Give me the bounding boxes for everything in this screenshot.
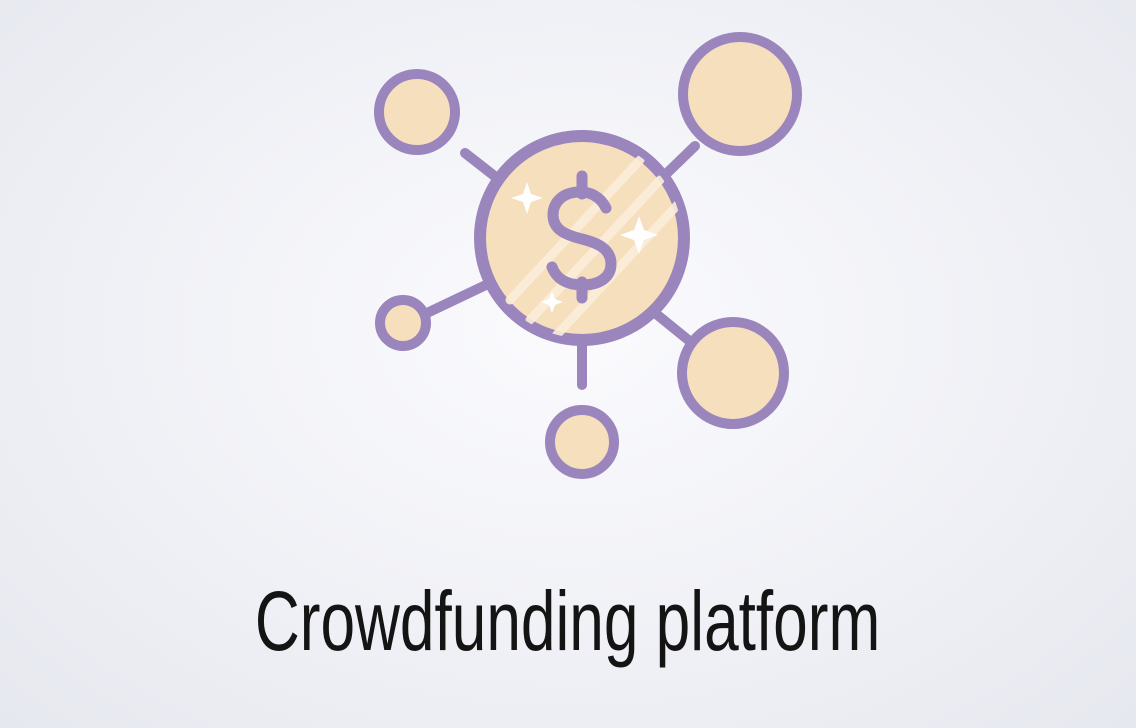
node-circle-top-right bbox=[683, 37, 797, 151]
caption-text: Crowdfunding platform bbox=[255, 566, 880, 676]
connector-top-left bbox=[465, 153, 497, 178]
connector-top-right bbox=[665, 146, 695, 175]
node-circle-bottom bbox=[550, 410, 614, 474]
connector-left bbox=[427, 284, 488, 313]
connector-bottom-right bbox=[655, 313, 692, 343]
node-circle-left bbox=[380, 300, 426, 346]
slide-caption: Crowdfunding platform bbox=[0, 566, 1136, 676]
node-circle-bottom-right bbox=[682, 322, 784, 424]
crowdfunding-network-icon bbox=[0, 0, 1136, 560]
node-circle-top-left bbox=[379, 74, 455, 150]
